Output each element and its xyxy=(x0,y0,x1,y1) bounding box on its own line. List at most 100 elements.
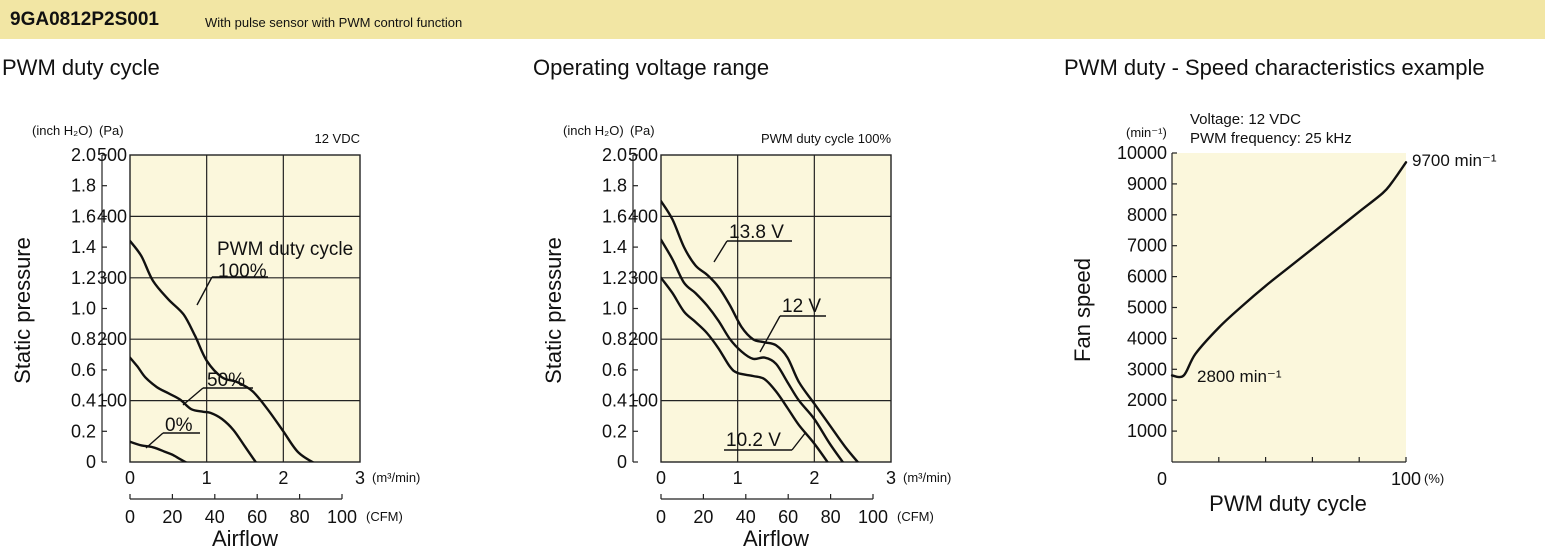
y-axis-title: Static pressure xyxy=(10,237,35,384)
x2-unit-label: (CFM) xyxy=(366,509,403,524)
chart-title-voltage-range: Operating voltage range xyxy=(533,55,770,80)
model-number: 9GA0812P2S001 xyxy=(10,9,159,30)
series-label-2: 10.2 V xyxy=(726,430,781,451)
inch-tick-label: 0.8 xyxy=(71,329,96,349)
series-label-1: 12 V xyxy=(782,296,821,317)
chart-operating-voltage-range: 00.20.40.60.81.01.21.41.61.82.0100200300… xyxy=(541,123,951,551)
x-tick-label: 3 xyxy=(355,468,365,488)
inch-tick-label: 1.2 xyxy=(71,268,96,288)
y-axis-title: Static pressure xyxy=(541,237,566,384)
x-tick-label: 0 xyxy=(1157,469,1167,489)
x-tick-label: 1 xyxy=(202,468,212,488)
cfm-tick-label: 100 xyxy=(858,507,888,527)
x-unit-label: (%) xyxy=(1424,471,1444,486)
inch-tick-label: 1.8 xyxy=(602,176,627,196)
inch-tick-label: 0.8 xyxy=(602,329,627,349)
inch-tick-label: 1.0 xyxy=(602,299,627,319)
inch-tick-label: 1.0 xyxy=(71,299,96,319)
inch-tick-label: 0.6 xyxy=(71,360,96,380)
cfm-tick-label: 40 xyxy=(205,507,225,527)
x-tick-label: 3 xyxy=(886,468,896,488)
pa-tick-label: 500 xyxy=(97,145,127,165)
label-leader-line xyxy=(791,431,807,451)
chart-note: PWM duty cycle 100% xyxy=(761,131,891,146)
y-tick-label: 6000 xyxy=(1127,267,1167,287)
x2-unit-label: (CFM) xyxy=(897,509,934,524)
chart-title-pwm-duty: PWM duty cycle xyxy=(2,55,160,80)
series-curve-0 xyxy=(661,199,860,462)
y-unit-pa: (Pa) xyxy=(630,123,655,138)
y-unit-inch: (inch H₂O) xyxy=(32,123,93,138)
x-axis-title: Airflow xyxy=(212,526,278,551)
y-tick-label: 3000 xyxy=(1127,359,1167,379)
chart-speed-characteristics: 1000200030004000500060007000800090001000… xyxy=(1070,111,1497,516)
cfm-tick-label: 40 xyxy=(736,507,756,527)
inch-tick-label: 2.0 xyxy=(71,145,96,165)
inch-tick-label: 0 xyxy=(86,452,96,472)
pa-tick-label: 300 xyxy=(628,268,658,288)
annotation-max-speed: 9700 min⁻¹ xyxy=(1412,151,1497,170)
y-unit-label: (min⁻¹) xyxy=(1126,125,1167,140)
cfm-tick-label: 80 xyxy=(821,507,841,527)
pa-tick-label: 200 xyxy=(97,329,127,349)
cfm-tick-label: 60 xyxy=(778,507,798,527)
y-tick-label: 2000 xyxy=(1127,390,1167,410)
label-leader-line xyxy=(713,240,728,263)
label-leader-line xyxy=(182,387,204,406)
series-label-0: 100% xyxy=(218,261,267,282)
cfm-tick-label: 80 xyxy=(290,507,310,527)
cfm-tick-label: 0 xyxy=(656,507,666,527)
inch-tick-label: 0.2 xyxy=(602,421,627,441)
y-tick-label: 5000 xyxy=(1127,298,1167,318)
cfm-tick-label: 60 xyxy=(247,507,267,527)
y-tick-label: 9000 xyxy=(1127,174,1167,194)
series-curve-1 xyxy=(130,356,258,462)
y-unit-inch: (inch H₂O) xyxy=(563,123,624,138)
inch-tick-label: 2.0 xyxy=(602,145,627,165)
label-leader-line xyxy=(196,276,213,306)
y-tick-label: 10000 xyxy=(1117,143,1167,163)
inch-tick-label: 1.4 xyxy=(602,237,627,257)
x-tick-label: 1 xyxy=(733,468,743,488)
y-unit-pa: (Pa) xyxy=(99,123,124,138)
chart-note-line: Voltage: 12 VDC xyxy=(1190,111,1301,128)
annotation-min-speed: 2800 min⁻¹ xyxy=(1197,367,1282,386)
y-tick-label: 1000 xyxy=(1127,421,1167,441)
label-leader-line xyxy=(145,432,164,449)
chart-note-line: PWM frequency: 25 kHz xyxy=(1190,130,1352,147)
x-tick-label: 100 xyxy=(1391,469,1421,489)
pa-tick-label: 100 xyxy=(628,391,658,411)
model-description: With pulse sensor with PWM control funct… xyxy=(205,15,463,30)
inch-tick-label: 1.8 xyxy=(71,176,96,196)
series-label-1: 50% xyxy=(207,370,245,391)
inch-tick-label: 1.4 xyxy=(71,237,96,257)
header-banner: 9GA0812P2S001 With pulse sensor with PWM… xyxy=(0,0,1545,39)
inch-tick-label: 0.2 xyxy=(71,421,96,441)
chart-title-speed-characteristics: PWM duty - Speed characteristics example xyxy=(1064,55,1485,80)
series-curve-0 xyxy=(130,239,315,462)
cfm-tick-label: 100 xyxy=(327,507,357,527)
y-tick-label: 4000 xyxy=(1127,328,1167,348)
x-axis-title: Airflow xyxy=(743,526,809,551)
chart-note: 12 VDC xyxy=(314,131,360,146)
series-curve-2 xyxy=(661,276,829,462)
inch-tick-label: 0.4 xyxy=(71,391,96,411)
label-leader-line xyxy=(759,315,781,353)
pa-tick-label: 200 xyxy=(628,329,658,349)
plot-frame xyxy=(129,154,361,463)
series-curve-1 xyxy=(661,238,845,462)
series-curve-0 xyxy=(1170,161,1408,379)
series-label-2: 0% xyxy=(165,415,193,436)
x-tick-label: 2 xyxy=(809,468,819,488)
y-tick-label: 7000 xyxy=(1127,236,1167,256)
pa-tick-label: 400 xyxy=(628,206,658,226)
inch-tick-label: 0.6 xyxy=(602,360,627,380)
inch-tick-label: 0 xyxy=(617,452,627,472)
chart-pwm-duty-cycle: 00.20.40.60.81.01.21.41.61.82.0100200300… xyxy=(10,123,420,551)
cfm-tick-label: 20 xyxy=(162,507,182,527)
y-axis-title: Fan speed xyxy=(1070,258,1095,362)
plot-area xyxy=(661,155,891,462)
pa-tick-label: 400 xyxy=(97,206,127,226)
pa-tick-label: 100 xyxy=(97,391,127,411)
